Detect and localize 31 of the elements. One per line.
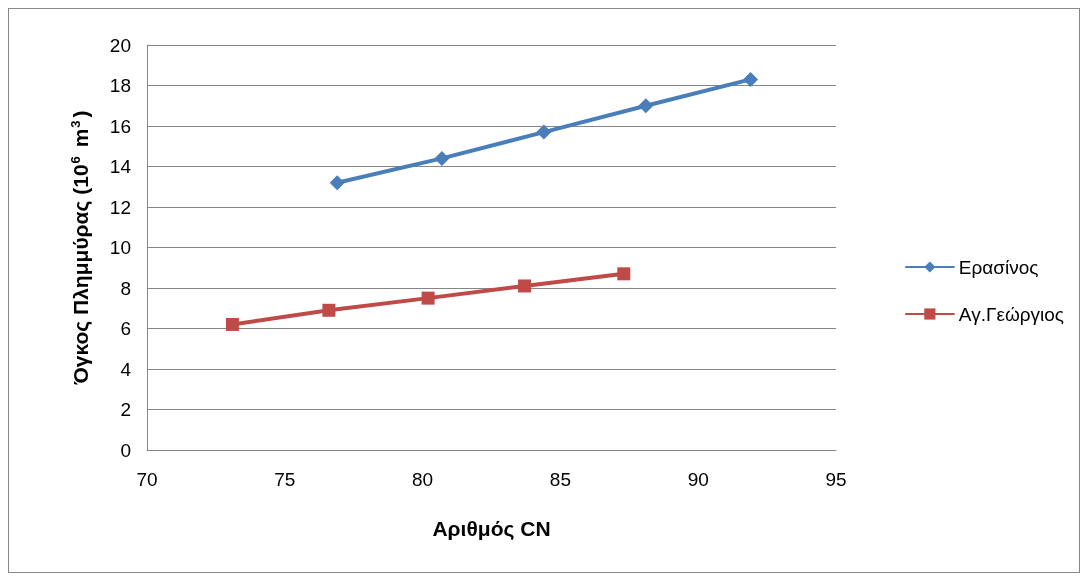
- x-tick-label: 80: [412, 469, 434, 490]
- y-axis-title: Όγκος Πλημμύρας (106 m3): [68, 110, 93, 386]
- point: [536, 124, 552, 140]
- y-tick-label: 16: [109, 115, 131, 137]
- x-tick-label: 70: [136, 469, 158, 490]
- point: [743, 71, 759, 87]
- y-tick-label: 2: [120, 399, 131, 420]
- y-tick-label: 6: [120, 318, 131, 339]
- point: [434, 150, 450, 166]
- legend-label: Ερασίνος: [958, 256, 1039, 278]
- y-tick-label: 18: [109, 75, 131, 96]
- y-tick-label: 8: [120, 277, 131, 299]
- y-tick-label: 20: [109, 34, 131, 56]
- y-tick-label: 0: [120, 439, 131, 461]
- x-axis-title: Αριθμός CN: [432, 517, 551, 541]
- x-tick-label: 85: [549, 469, 571, 490]
- legend-label: Αγ.Γεώργιος: [958, 303, 1065, 325]
- x-tick-label: 75: [274, 469, 296, 490]
- point: [518, 279, 532, 293]
- y-tick-label: 14: [109, 156, 132, 177]
- point: [421, 291, 435, 305]
- x-tick-label: 90: [687, 469, 709, 490]
- point: [225, 317, 239, 331]
- x-tick-label: 95: [825, 469, 847, 490]
- point: [617, 267, 631, 281]
- y-tick-label: 12: [109, 196, 131, 218]
- point: [638, 98, 654, 114]
- point: [322, 303, 336, 317]
- point: [329, 175, 345, 191]
- y-tick-label: 4: [120, 358, 132, 380]
- y-tick-label: 10: [109, 237, 131, 258]
